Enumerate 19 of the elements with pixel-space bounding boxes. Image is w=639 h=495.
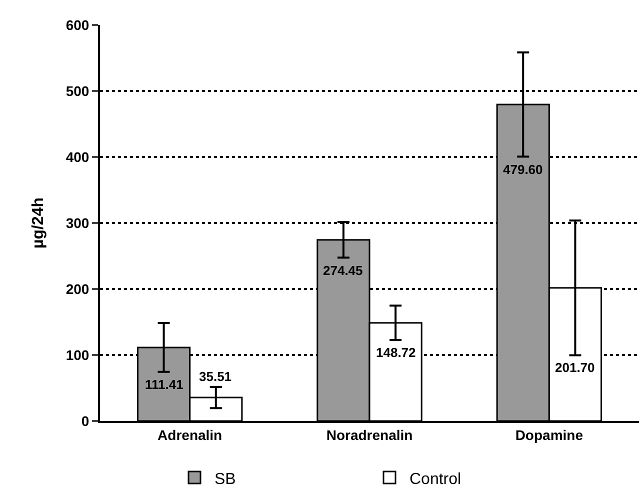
y-tick-label: 600: [66, 16, 90, 33]
y-tick-label: 200: [66, 280, 90, 297]
x-tick-label: Dopamine: [515, 426, 584, 443]
y-tick-label: 400: [66, 148, 90, 165]
data-label: 201.70: [555, 360, 595, 375]
y-axis-title: µg/24h: [30, 197, 48, 249]
data-label: 274.45: [323, 263, 363, 278]
y-tick-label: 100: [66, 346, 90, 363]
y-tick-label: 500: [66, 82, 90, 99]
y-tick-label: 300: [66, 214, 90, 231]
y-tick-label: 0: [81, 412, 90, 429]
legend-label: SB: [214, 470, 236, 488]
data-label: 111.41: [145, 377, 184, 392]
legend-label: Control: [410, 470, 462, 488]
x-tick-label: Adrenalin: [158, 426, 222, 443]
data-label: 148.72: [376, 345, 416, 360]
x-tick-label: Noradrenalin: [326, 426, 413, 443]
data-label: 35.51: [199, 369, 232, 384]
data-label: 479.60: [503, 162, 543, 177]
